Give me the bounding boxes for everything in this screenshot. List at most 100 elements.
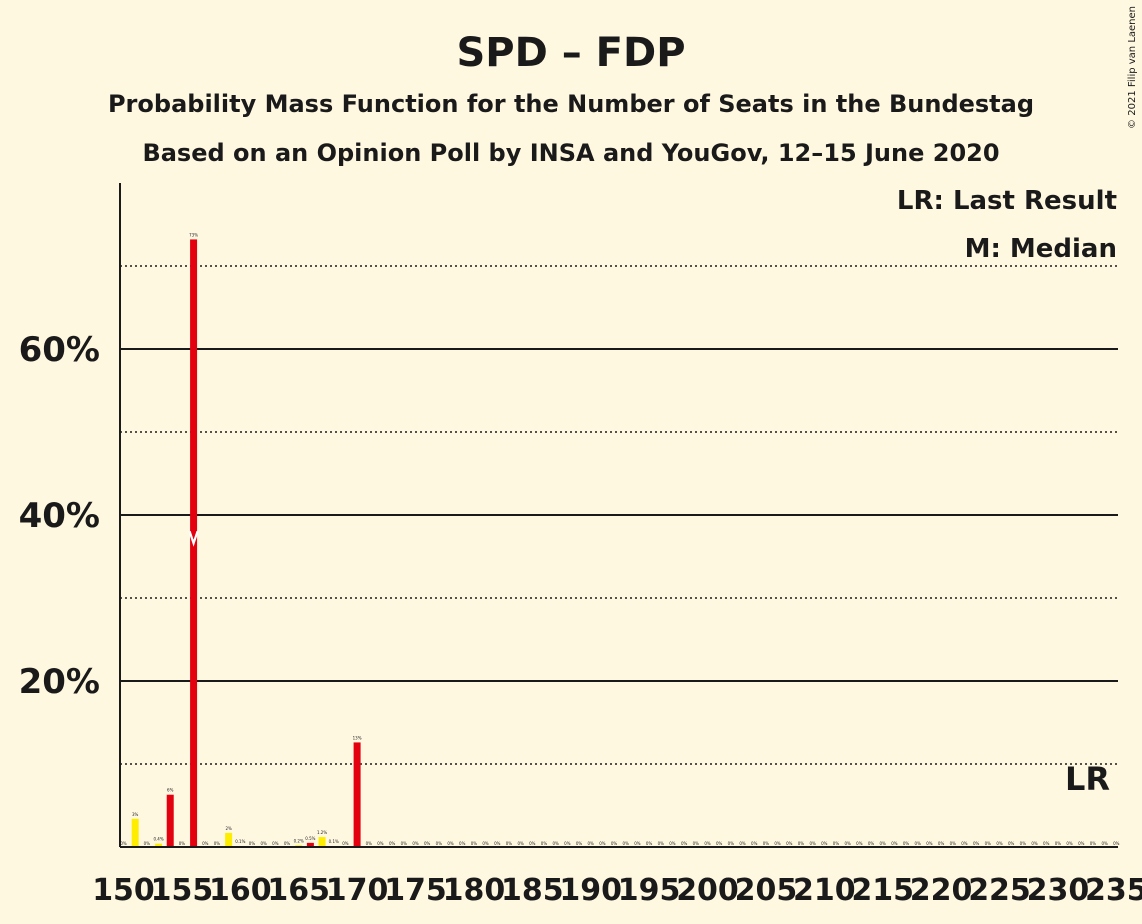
y-tick-label-40: 40% [19,496,100,536]
bar-label-232: 0% [1078,841,1085,846]
legend-median: M: Median [965,234,1117,264]
bar-label-223: 0% [973,841,980,846]
bar-label-167: 1.2% [317,830,327,835]
bar-label-215: 0% [880,841,887,846]
legend-last-result: LR: Last Result [897,186,1117,216]
bar-label-185: 0% [529,841,536,846]
bar-label-166: 0.5% [305,836,315,841]
bar-label-218: 0% [915,841,922,846]
bar-label-191: 0% [599,841,606,846]
bar-label-208: 0% [798,841,805,846]
copyright-text: © 2021 Filip van Laenen [1127,6,1138,129]
chart-subtitle-2: Based on an Opinion Poll by INSA and You… [142,139,999,167]
bar-label-231: 0% [1066,841,1073,846]
bar-label-196: 0% [658,841,665,846]
bar-label-234: 0% [1101,841,1108,846]
bar-label-235: 0% [1113,841,1120,846]
bar-label-227: 0% [1020,841,1027,846]
bar-label-156: 73% [189,232,198,237]
bar-label-150: 0% [120,841,127,846]
chart-subtitle: Probability Mass Function for the Number… [108,90,1034,118]
bar-label-151: 3% [132,812,139,817]
bars [131,239,361,847]
bar-label-204: 0% [751,841,758,846]
x-tick-label-150: 150 [92,873,155,908]
y-tick-label-20: 20% [19,662,100,702]
bar-label-154: 6% [167,788,174,793]
y-tick-labels: 20% 40% 60% [19,330,100,702]
x-tick-label-220: 220 [910,873,973,908]
bar-label-221: 0% [950,841,957,846]
bar-label-163: 0% [272,841,279,846]
bar-label-192: 0% [611,841,618,846]
bar-label-177: 0% [436,841,443,846]
bar-label-211: 0% [833,841,840,846]
median-marker [188,530,199,547]
bar-label-170: 13% [353,735,362,740]
x-tick-label-205: 205 [735,873,798,908]
bar-label-182: 0% [494,841,501,846]
bar-170 [353,742,361,847]
bar-label-225: 0% [996,841,1003,846]
bar-167 [318,837,326,847]
y-tick-label-60: 60% [19,330,100,370]
bar-label-179: 0% [459,841,466,846]
bar-154 [166,794,174,847]
bar-label-219: 0% [926,841,933,846]
bar-label-187: 0% [552,841,559,846]
bar-label-181: 0% [482,841,489,846]
bar-label-203: 0% [739,841,746,846]
bar-label-217: 0% [903,841,910,846]
bar-label-212: 0% [844,841,851,846]
bar-label-230: 0% [1055,841,1062,846]
bar-label-214: 0% [868,841,875,846]
bar-value-labels: 0%3%0%0.4%6%0%73%0% 0%2%0.1% 0% 0% 0% 0%0.2% 0… [120,232,1119,846]
x-tick-label-175: 175 [384,873,447,908]
bar-label-162: 0% [260,841,267,846]
bar-label-158: 0% [214,841,221,846]
x-tick-label-225: 225 [968,873,1031,908]
bar-label-159: 2% [225,826,232,831]
x-tick-label-210: 210 [793,873,856,908]
x-tick-label-230: 230 [1027,873,1090,908]
x-tick-label-160: 160 [209,873,272,908]
grid-lines [120,265,1118,765]
bar-label-188: 0% [564,841,571,846]
bar-label-224: 0% [985,841,992,846]
bar-label-210: 0% [821,841,828,846]
bar-label-209: 0% [809,841,816,846]
bar-label-174: 0% [401,841,408,846]
bar-label-160: 0.1% [235,839,245,844]
bar-label-228: 0% [1031,841,1038,846]
bar-label-198: 0% [681,841,688,846]
bar-label-173: 0% [389,841,396,846]
bar-label-178: 0% [447,841,454,846]
x-tick-label-200: 200 [676,873,739,908]
bar-label-207: 0% [786,841,793,846]
bar-label-176: 0% [424,841,431,846]
bar-153 [155,843,163,847]
chart-title: SPD – FDP [456,30,685,76]
x-tick-label-190: 190 [559,873,622,908]
bar-label-184: 0% [517,841,524,846]
bar-label-222: 0% [961,841,968,846]
bar-label-195: 0% [646,841,653,846]
bar-label-194: 0% [634,841,641,846]
bar-label-165: 0.2% [294,838,304,843]
x-tick-label-185: 185 [501,873,564,908]
bar-label-152: 0% [144,841,151,846]
bar-label-153: 0.4% [153,837,163,842]
bar-label-213: 0% [856,841,863,846]
bar-label-201: 0% [716,841,723,846]
x-tick-label-235: 235 [1085,873,1142,908]
x-tick-label-215: 215 [851,873,914,908]
bar-label-193: 0% [623,841,630,846]
bar-label-168: 0.1% [329,839,339,844]
bar-label-183: 0% [506,841,513,846]
bar-label-180: 0% [471,841,478,846]
bar-label-172: 0% [377,841,384,846]
bar-label-189: 0% [576,841,583,846]
bar-label-155: 0% [179,841,186,846]
